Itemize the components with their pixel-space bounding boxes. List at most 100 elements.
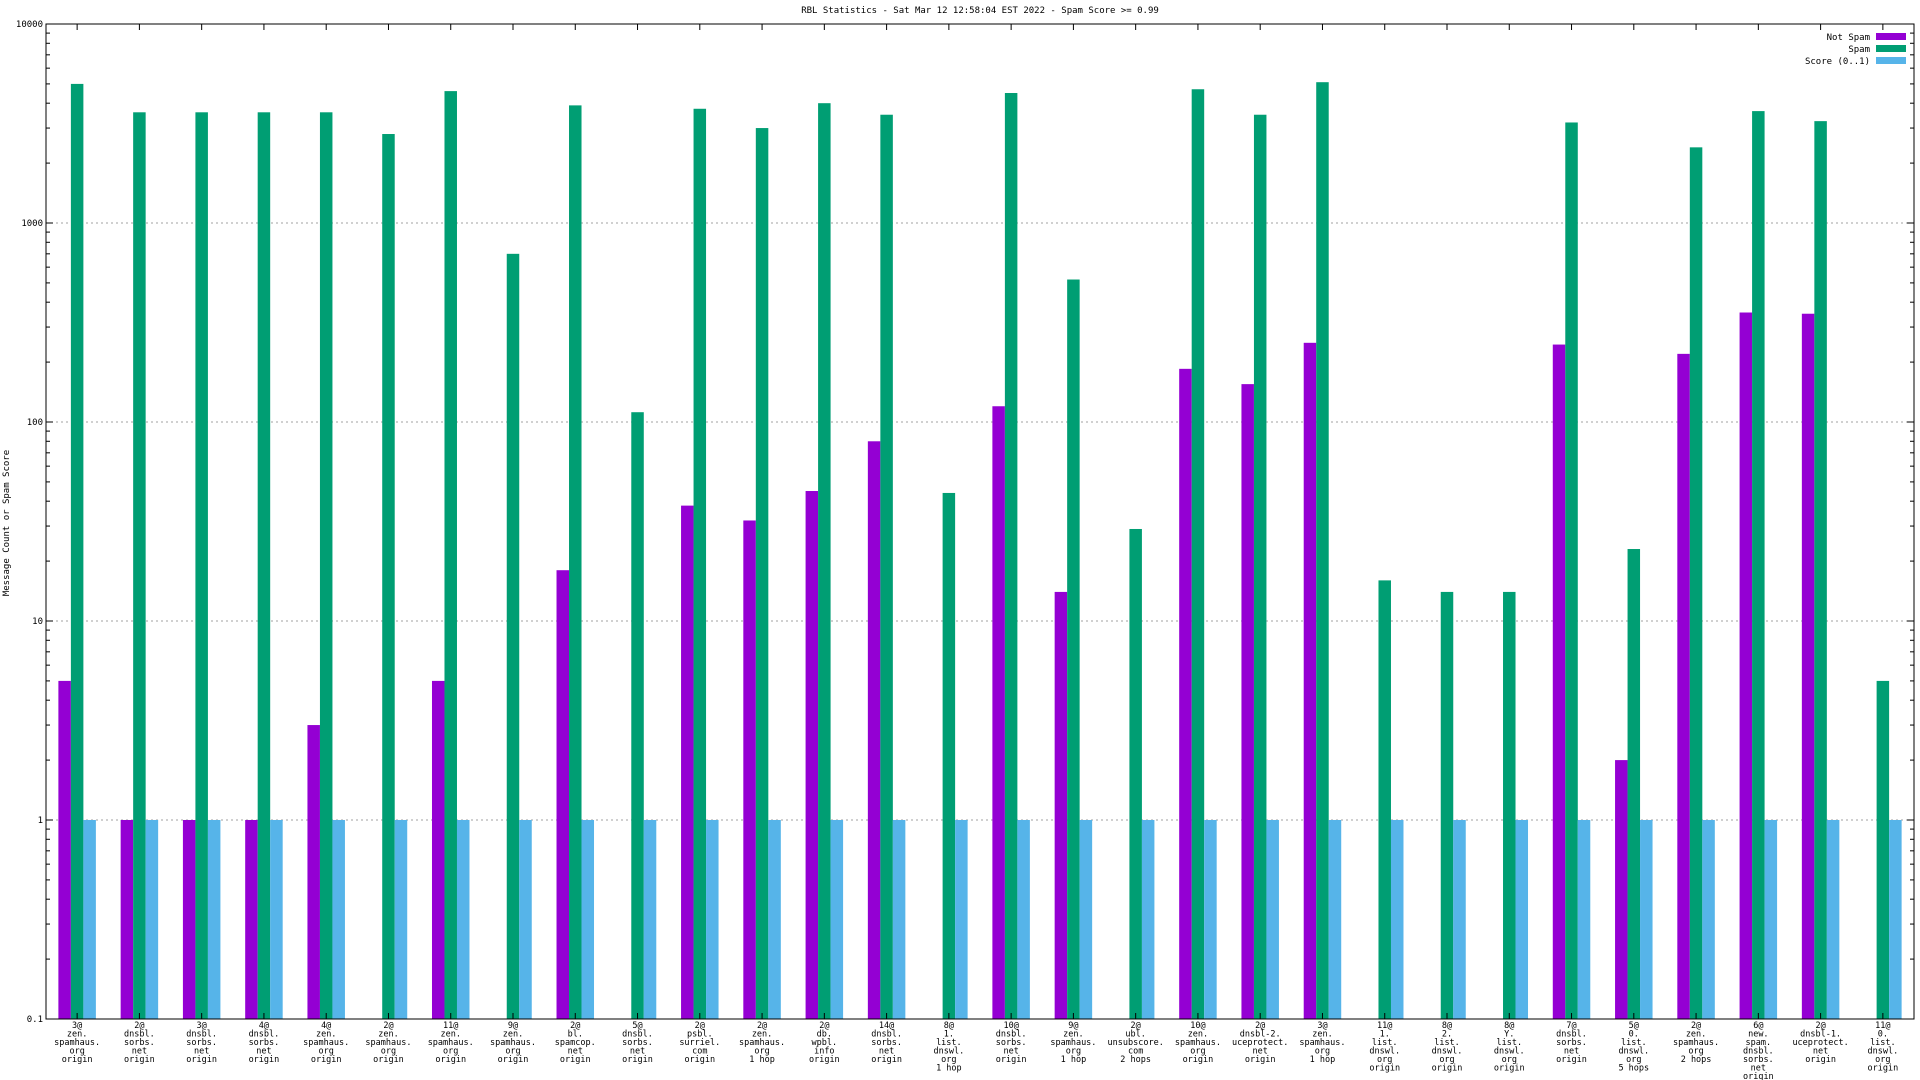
x-tick-label: 14@ [879,1021,894,1031]
x-tick-label: dnsbl-1. [1800,1030,1841,1040]
bar-spam [1067,279,1080,1019]
x-tick-label: 10@ [1190,1021,1205,1031]
x-tick-label: 5@ [632,1021,642,1031]
bar-spam [1627,549,1641,1019]
x-tick-label: origin [684,1055,715,1065]
y-tick-label: 10 [32,617,43,627]
x-tick-label: 11@ [443,1021,458,1031]
x-tick-label: ubl. [1125,1030,1145,1040]
x-tick-label: dnsbl. [1556,1030,1587,1040]
y-tick-labels: 0.1 1 10 100 1000 10000 [16,20,1914,1025]
x-tick-label: dnswl. [934,1047,965,1057]
x-tick-label: origin [1494,1064,1525,1074]
x-tick-label: org [754,1047,769,1057]
bar-not-spam [867,441,881,1019]
x-tick-label: 1 hop [1061,1055,1087,1065]
x-tick-label: origin [1245,1055,1276,1065]
bar-score-0-1 [955,820,968,1019]
x-tick-label: list. [936,1038,962,1048]
bar-score-0-1 [83,820,96,1019]
bar-spam [257,112,271,1020]
bar-spam [1316,82,1329,1019]
x-tick-label: spamcop. [555,1038,596,1048]
x-tick-label: 3@ [72,1021,82,1031]
x-tick-label: 1 hop [749,1055,775,1065]
bar-spam [880,114,893,1019]
x-tick-label: org [1315,1047,1330,1057]
x-tick-label: zen. [752,1030,772,1040]
bar-spam [70,83,84,1019]
x-tick-label: origin [124,1055,155,1065]
bar-score-0-1 [1453,820,1466,1019]
bar-spam [818,103,831,1019]
bar-score-0-1 [581,820,595,1019]
bar-score-0-1 [892,820,906,1019]
x-tick-label: origin [311,1055,342,1065]
x-tick-label: dnsbl-2. [1240,1030,1281,1040]
bar-score-0-1 [207,820,221,1019]
legend-swatch [1876,45,1906,52]
x-tick-label: 8@ [944,1021,954,1031]
x-tick-label: db. [817,1030,832,1040]
bar-not-spam [1241,384,1254,1019]
x-tick-label: 9@ [508,1021,518,1031]
x-tick-labels: 3@zen.spamhaus.orgorigin2@dnsbl.sorbs.ne… [54,24,1898,1080]
x-tick-label: 2@ [1691,1021,1701,1031]
x-tick-label: origin [871,1055,902,1065]
bar-spam [631,412,644,1019]
x-tick-label: 7@ [1566,1021,1576,1031]
bar-score-0-1 [1328,820,1342,1019]
x-tick-label: psbl. [687,1030,713,1040]
x-tick-label: dnsbl. [622,1030,653,1040]
bar-spam [319,112,333,1020]
x-tick-label: spamhaus. [303,1038,349,1048]
x-tick-label: zen. [1063,1030,1083,1040]
bar-score-0-1 [1577,820,1591,1019]
x-tick-label: 9@ [1068,1021,1078,1031]
bar-score-0-1 [1079,820,1093,1019]
x-tick-label: 10@ [1003,1021,1018,1031]
x-tick-label: zen. [316,1030,336,1040]
x-tick-label: origin [1805,1055,1836,1065]
x-tick-label: org [319,1047,334,1057]
y-tick-label: 100 [27,418,43,428]
x-tick-label: 4@ [321,1021,331,1031]
bar-score-0-1 [519,820,532,1019]
bar-not-spam [1303,342,1317,1019]
bar-not-spam [1739,312,1753,1020]
x-tick-label: net [879,1047,894,1057]
bar-score-0-1 [1702,820,1715,1019]
x-tick-label: spamhaus. [1299,1038,1345,1048]
x-tick-label: spamhaus. [739,1038,785,1048]
x-tick-label: dnsbl. [124,1030,155,1040]
x-tick-label: zen. [67,1030,87,1040]
x-tick-label: sorbs. [249,1038,280,1048]
x-tick-label: dnswl. [1369,1047,1400,1057]
x-tick-label: sorbs. [1743,1055,1774,1065]
bar-score-0-1 [1889,820,1902,1019]
bar-score-0-1 [1390,820,1404,1019]
bar-spam [1440,591,1454,1019]
x-tick-label: org [69,1047,84,1057]
bar-score-0-1 [456,820,470,1019]
y-tick-label: 10000 [16,20,43,30]
x-tick-label: origin [1556,1055,1587,1065]
bar-score-0-1 [1515,820,1529,1019]
x-tick-label: sorbs. [871,1038,902,1048]
x-tick-label: origin [1369,1064,1400,1074]
x-tick-label: org [1688,1047,1703,1057]
bar-spam [1129,528,1142,1019]
x-tick-label: dnswl. [1432,1047,1463,1057]
x-tick-label: org [1626,1055,1641,1065]
bar-not-spam [1552,344,1566,1020]
x-tick-label: dnsbl. [996,1030,1027,1040]
x-tick-label: 0. [1629,1030,1639,1040]
x-tick-label: origin [560,1055,591,1065]
bar-spam [1191,89,1205,1020]
x-tick-label: zen. [440,1030,460,1040]
bar-not-spam [1677,353,1690,1019]
bar-score-0-1 [1640,820,1653,1019]
x-tick-label: org [1190,1047,1205,1057]
x-tick-label: net [256,1047,271,1057]
